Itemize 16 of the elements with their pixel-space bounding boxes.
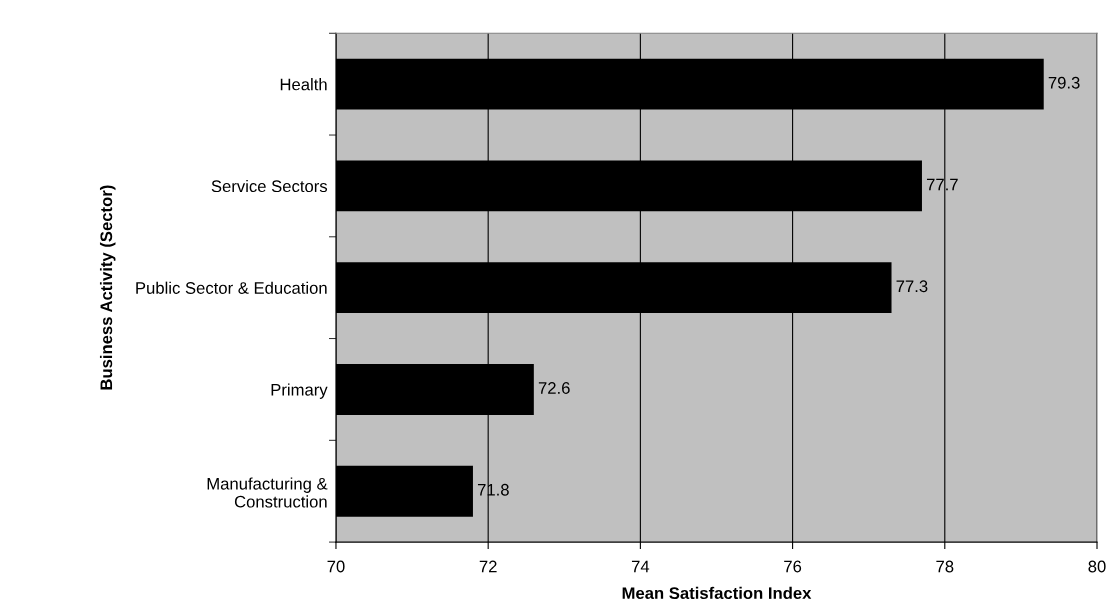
data-label: 77.3 <box>896 280 928 293</box>
x-tick-label: 70 <box>327 560 345 573</box>
x-tick-label: 72 <box>479 560 497 573</box>
x-axis-title: Mean Satisfaction Index <box>622 586 812 600</box>
data-label: 72.6 <box>538 382 570 394</box>
y-tick-label: Service Sectors <box>211 179 328 193</box>
x-tick-label: 78 <box>936 560 954 573</box>
y-tick-label: Public Sector & Education <box>136 281 327 294</box>
y-tick-label: Health <box>280 78 327 91</box>
y-tick-label: Manufacturing & Construction <box>207 477 328 508</box>
y-axis-title: Business Activity (Sector) <box>99 185 116 390</box>
x-tick-label: 74 <box>631 560 650 573</box>
y-tick-label: Primary <box>271 383 328 399</box>
x-tick-label: 76 <box>784 560 802 573</box>
x-tick-label: 80 <box>1088 560 1106 573</box>
data-label: 79.3 <box>1048 76 1080 89</box>
